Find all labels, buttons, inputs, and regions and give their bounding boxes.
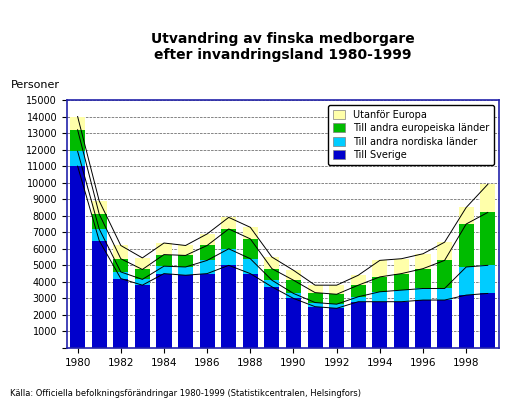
- Bar: [199, 246, 215, 260]
- Bar: [70, 116, 85, 130]
- Bar: [91, 240, 107, 348]
- Bar: [394, 274, 409, 290]
- Bar: [307, 302, 323, 307]
- Bar: [329, 285, 344, 294]
- Bar: [394, 302, 409, 348]
- Bar: [243, 259, 258, 274]
- Bar: [458, 224, 474, 267]
- Bar: [286, 270, 301, 280]
- Bar: [264, 269, 280, 280]
- Bar: [458, 267, 474, 295]
- Bar: [351, 297, 366, 302]
- Bar: [178, 246, 193, 256]
- Bar: [329, 308, 344, 348]
- Bar: [243, 239, 258, 259]
- Bar: [372, 302, 388, 348]
- Bar: [221, 217, 236, 229]
- Bar: [286, 298, 301, 348]
- Bar: [264, 287, 280, 348]
- Bar: [480, 294, 495, 348]
- Bar: [221, 249, 236, 265]
- Legend: Utanför Europa, Till andra europeiska länder, Till andra nordiska länder, Till S: Utanför Europa, Till andra europeiska lä…: [328, 105, 494, 165]
- Bar: [113, 259, 128, 272]
- Bar: [135, 270, 150, 279]
- Bar: [329, 294, 344, 304]
- Bar: [113, 278, 128, 348]
- Bar: [135, 279, 150, 285]
- Bar: [458, 295, 474, 348]
- Bar: [135, 258, 150, 270]
- Bar: [437, 260, 452, 288]
- Bar: [394, 259, 409, 274]
- Bar: [178, 256, 193, 267]
- Bar: [307, 285, 323, 293]
- Bar: [178, 267, 193, 275]
- Bar: [178, 275, 193, 348]
- Bar: [264, 280, 280, 287]
- Bar: [437, 300, 452, 348]
- Bar: [351, 285, 366, 297]
- Bar: [458, 208, 474, 224]
- Bar: [415, 269, 431, 288]
- Bar: [480, 265, 495, 294]
- Bar: [286, 280, 301, 294]
- Bar: [243, 274, 258, 348]
- Bar: [437, 288, 452, 300]
- Bar: [91, 201, 107, 214]
- Text: Personer: Personer: [11, 80, 60, 90]
- Bar: [351, 302, 366, 348]
- Bar: [91, 214, 107, 229]
- Bar: [113, 272, 128, 278]
- Bar: [372, 260, 388, 277]
- Bar: [199, 274, 215, 348]
- Bar: [264, 257, 280, 269]
- Bar: [329, 304, 344, 308]
- Text: Utvandring av finska medborgare
efter invandringsland 1980-1999: Utvandring av finska medborgare efter in…: [151, 32, 415, 62]
- Bar: [199, 260, 215, 274]
- Bar: [480, 212, 495, 265]
- Bar: [307, 293, 323, 302]
- Bar: [221, 265, 236, 348]
- Bar: [113, 246, 128, 259]
- Bar: [70, 166, 85, 348]
- Bar: [243, 227, 258, 239]
- Bar: [135, 285, 150, 348]
- Bar: [156, 243, 172, 254]
- Bar: [415, 254, 431, 269]
- Bar: [437, 242, 452, 260]
- Bar: [415, 300, 431, 348]
- Bar: [372, 292, 388, 302]
- Bar: [156, 274, 172, 348]
- Bar: [351, 275, 366, 285]
- Bar: [415, 288, 431, 300]
- Bar: [286, 294, 301, 298]
- Bar: [307, 307, 323, 348]
- Text: Källa: Officiella befolkningsförändringar 1980-1999 (Statistikcentralen, Helsing: Källa: Officiella befolkningsförändringa…: [10, 389, 361, 398]
- Bar: [70, 151, 85, 166]
- Bar: [156, 254, 172, 266]
- Bar: [156, 266, 172, 274]
- Bar: [480, 184, 495, 212]
- Bar: [199, 234, 215, 246]
- Bar: [70, 130, 85, 151]
- Bar: [394, 290, 409, 302]
- Bar: [221, 229, 236, 249]
- Bar: [372, 277, 388, 292]
- Bar: [91, 229, 107, 240]
